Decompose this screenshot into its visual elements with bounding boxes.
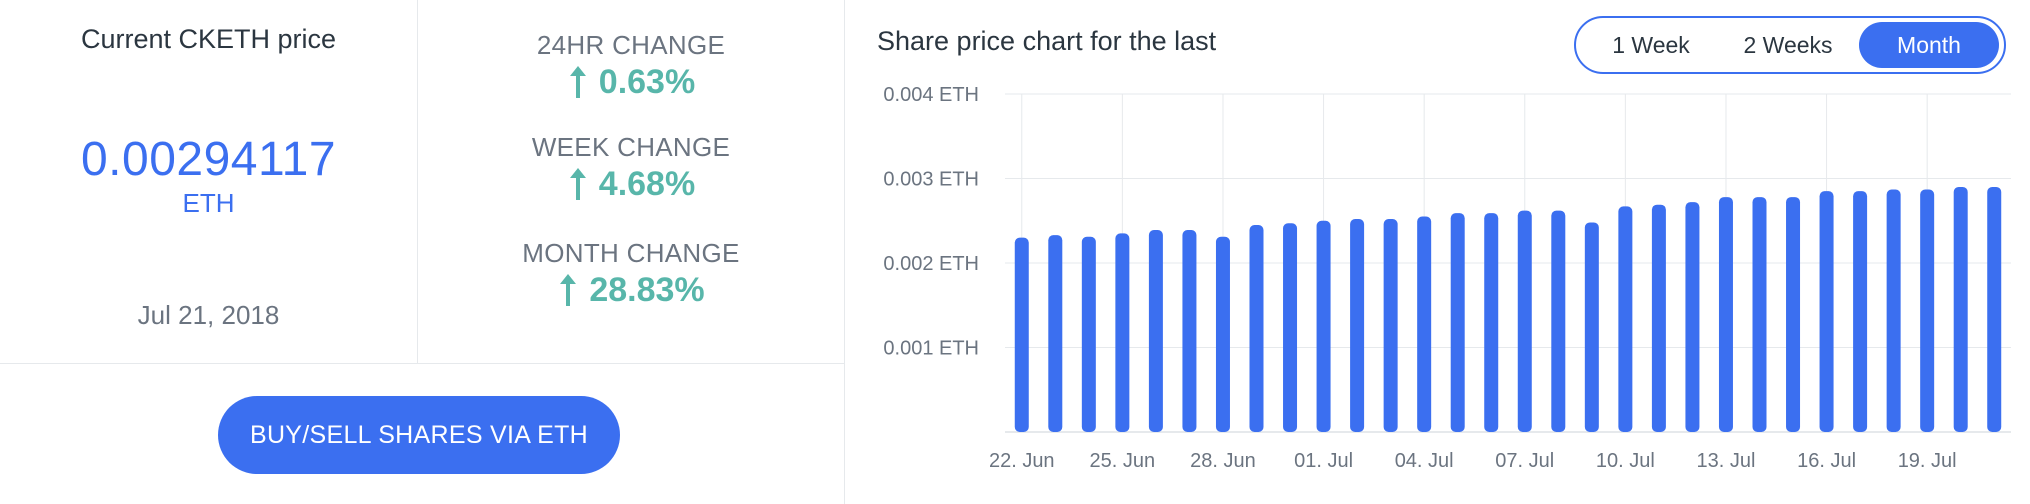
y-tick-label: 0.003 ETH: [883, 169, 979, 191]
price-bar: [1718, 197, 1733, 432]
price-bar: [1383, 219, 1398, 432]
price-bar: [1182, 230, 1197, 432]
price-bar: [1215, 236, 1230, 432]
price-bar: [1350, 219, 1365, 432]
range-2-weeks-button[interactable]: 2 Weeks: [1743, 31, 1833, 58]
x-tick-label: 10. Jul: [1596, 450, 1655, 472]
current-price-panel: Current CKETH price 0.00294117 ETH Jul 2…: [0, 0, 418, 364]
arrow-up-icon: [569, 167, 586, 200]
price-bar: [1081, 236, 1096, 432]
price-bar: [1953, 186, 1968, 432]
price-date: Jul 21, 2018: [137, 300, 280, 330]
x-tick-label: 22. Jun: [989, 450, 1055, 472]
price-bar: [1920, 189, 1935, 432]
x-tick-label: 28. Jun: [1190, 450, 1256, 472]
price-bar: [1752, 197, 1767, 432]
price-bar: [1115, 233, 1130, 432]
price-bar: [1484, 213, 1499, 432]
price-bar: [1685, 202, 1700, 432]
price-bar: [1450, 213, 1465, 432]
price-bar: [1618, 206, 1633, 432]
change-month: MONTH CHANGE 28.83%: [418, 238, 844, 310]
change-value-row: 0.63%: [418, 63, 844, 102]
price-unit: ETH: [182, 188, 235, 218]
change-value-row: 4.68%: [418, 165, 844, 204]
price-bar: [1316, 220, 1331, 432]
change-value: 4.68%: [598, 165, 696, 203]
chart-panel: Share price chart for the last 1 Week 2 …: [844, 0, 2030, 504]
x-tick-label: 16. Jul: [1797, 450, 1856, 472]
price-bar: [1517, 210, 1532, 432]
price-bar: [1148, 230, 1163, 432]
price-value: 0.00294117: [80, 133, 337, 186]
price-bar: [1786, 197, 1801, 432]
chart-title: Share price chart for the last: [877, 26, 1217, 56]
change-week: WEEK CHANGE 4.68%: [418, 132, 844, 204]
price-bar: [1014, 237, 1029, 432]
range-month-button[interactable]: Month: [1859, 22, 1999, 68]
y-tick-label: 0.004 ETH: [883, 84, 979, 106]
price-bar: [1283, 223, 1298, 432]
range-toggle: 1 Week 2 Weeks Month: [1574, 16, 2006, 74]
change-24hr: 24HR CHANGE 0.63%: [418, 30, 844, 102]
y-tick-label: 0.001 ETH: [883, 338, 979, 360]
arrow-up-icon: [560, 273, 577, 306]
change-value: 28.83%: [589, 271, 705, 309]
price-bar: [1819, 191, 1834, 432]
change-label: WEEK CHANGE: [531, 132, 731, 162]
change-value: 0.63%: [598, 63, 696, 101]
price-title: Current CKETH price: [80, 24, 337, 54]
x-tick-label: 04. Jul: [1395, 450, 1454, 472]
range-1-week-button[interactable]: 1 Week: [1612, 31, 1690, 58]
share-price-chart: 0.001 ETH 0.002 ETH 0.003 ETH 0.004 ETH 22. …: [883, 84, 2011, 472]
x-tick-label: 25. Jun: [1090, 450, 1156, 472]
price-changes-panel: 24HR CHANGE 0.63% WEEK CHANGE 4.68% MONT…: [418, 0, 844, 364]
x-tick-label: 07. Jul: [1495, 450, 1554, 472]
price-bar: [1886, 189, 1901, 432]
x-tick-label: 19. Jul: [1898, 450, 1957, 472]
arrow-up-icon: [569, 65, 586, 98]
price-bar: [1249, 224, 1264, 432]
buy-sell-button[interactable]: BUY/SELL SHARES VIA ETH: [218, 396, 620, 474]
price-bar: [1987, 186, 2002, 432]
price-bar: [1417, 216, 1432, 432]
change-label: MONTH CHANGE: [522, 238, 740, 268]
change-label: 24HR CHANGE: [536, 30, 726, 60]
price-bar: [1584, 222, 1599, 432]
y-tick-label: 0.002 ETH: [883, 253, 979, 275]
change-value-row: 28.83%: [418, 271, 844, 310]
price-bar: [1551, 210, 1566, 432]
price-bar: [1651, 204, 1666, 432]
x-tick-label: 01. Jul: [1294, 450, 1353, 472]
price-bar: [1853, 191, 1868, 432]
buy-section: BUY/SELL SHARES VIA ETH: [0, 364, 844, 504]
x-tick-label: 13. Jul: [1696, 450, 1755, 472]
price-bar: [1048, 235, 1063, 432]
